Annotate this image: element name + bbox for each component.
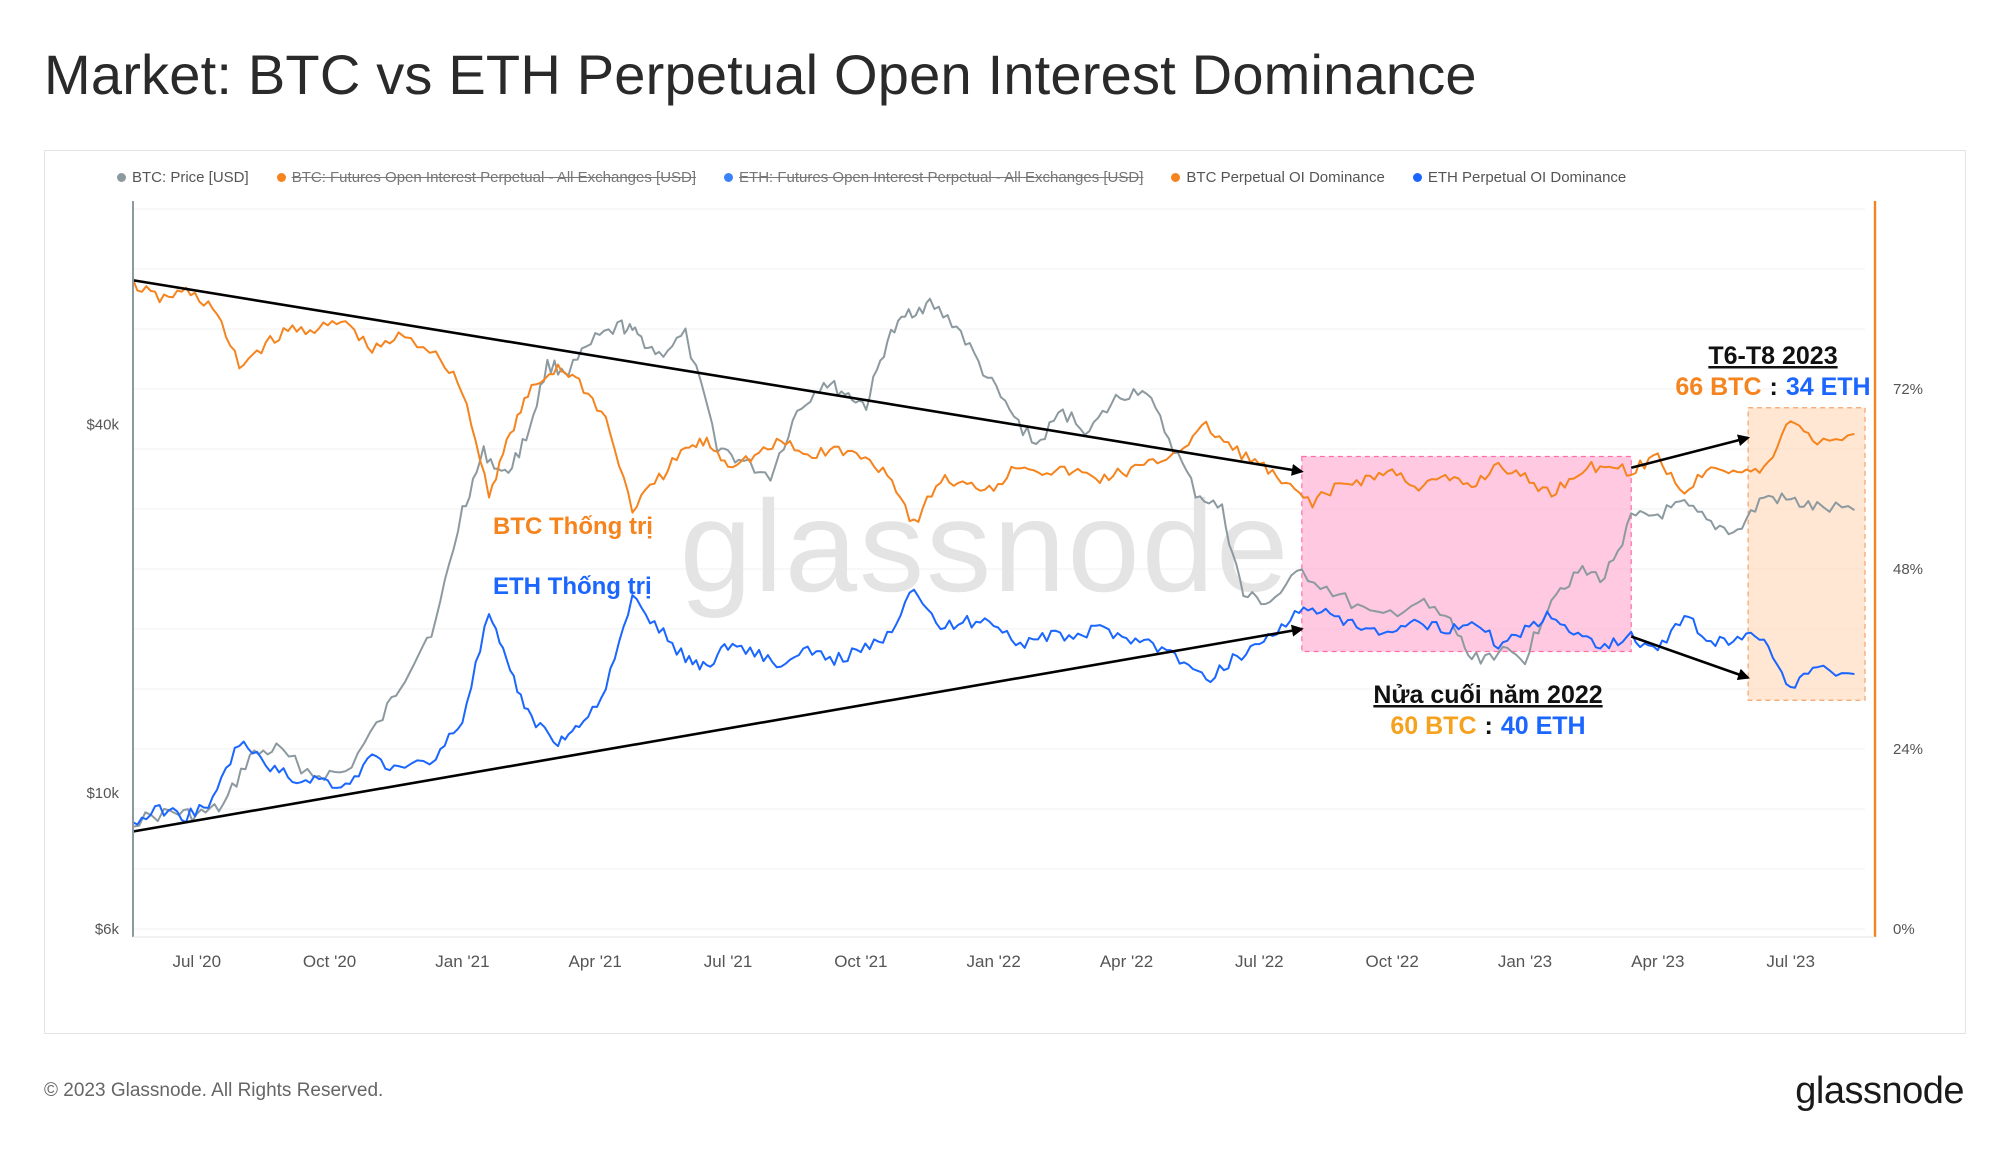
h2-2022-title: Nửa cuối năm 2022	[1373, 681, 1602, 709]
right-tick-label: 0%	[1893, 921, 1915, 938]
q3-2023-title: T6-T8 2023	[1708, 342, 1837, 370]
chart-legend: BTC: Price [USD] BTC: Futures Open Inter…	[117, 169, 1626, 186]
trend-arrow	[132, 624, 1304, 833]
eth-dominance-label: ETH Thống trị	[493, 573, 652, 600]
x-tick-label: Apr '21	[569, 952, 622, 971]
glassnode-logo[interactable]: glassnode	[1795, 1070, 1964, 1112]
btc-dominance-label: BTC Thống trị	[493, 513, 653, 540]
right-tick-label: 72%	[1893, 381, 1923, 398]
left-tick-label: $10k	[86, 785, 119, 802]
x-tick-label: Jul '23	[1766, 952, 1815, 971]
h2-btc-value: 60 BTC	[1390, 712, 1476, 740]
chart-panel: BTC: Price [USD] BTC: Futures Open Inter…	[44, 150, 1966, 1034]
series-line	[132, 588, 1855, 826]
x-tick-label: Jan '21	[435, 952, 489, 971]
h2-2022-ratio: 60 BTC:40 ETH	[1390, 712, 1585, 740]
series-line	[132, 297, 1855, 828]
legend-label: ETH: Futures Open Interest Perpetual - A…	[739, 169, 1144, 186]
legend-item-btc-dominance[interactable]: BTC Perpetual OI Dominance	[1171, 169, 1385, 186]
trend-arrow	[132, 278, 1304, 476]
legend-label: ETH Perpetual OI Dominance	[1427, 169, 1627, 186]
legend-item-eth-dominance[interactable]: ETH Perpetual OI Dominance	[1412, 169, 1627, 186]
series-line	[132, 279, 1855, 523]
x-tick-label: Jan '23	[1498, 952, 1552, 971]
h2-sep: :	[1485, 712, 1493, 740]
highlight-zones	[1301, 407, 1866, 701]
legend-dot-icon	[276, 173, 286, 182]
q3-btc-value: 66 BTC	[1675, 373, 1761, 401]
copyright: © 2023 Glassnode. All Rights Reserved.	[44, 1080, 384, 1101]
x-tick-label: Oct '21	[834, 952, 887, 971]
highlight-zone	[1747, 407, 1866, 701]
x-tick-label: Jul '20	[172, 952, 221, 971]
x-tick-label: Jul '22	[1235, 952, 1284, 971]
highlight-zone	[1301, 455, 1632, 653]
h2-eth-value: 40 ETH	[1501, 712, 1586, 740]
x-tick-label: Apr '23	[1631, 952, 1684, 971]
trend-arrow	[1630, 434, 1751, 470]
legend-dot-icon	[1412, 173, 1422, 182]
legend-dot-icon	[1171, 173, 1181, 182]
chart-plot: glassnode $6k $10k $40k 0% 24% 48% 72% Jul '20 O…	[86, 201, 1923, 971]
q3-2023-ratio: 66 BTC:34 ETH	[1675, 373, 1870, 401]
legend-item-btc-price[interactable]: BTC: Price [USD]	[117, 169, 249, 186]
series-lines	[132, 279, 1855, 828]
x-tick-label: Jul '21	[704, 952, 753, 971]
q3-eth-value: 34 ETH	[1786, 373, 1871, 401]
axes: $6k $10k $40k 0% 24% 48% 72% Jul '20 Oct '20 Jan …	[86, 201, 1923, 971]
page-title: Market: BTC vs ETH Perpetual Open Intere…	[44, 43, 1477, 106]
legend-label: BTC: Futures Open Interest Perpetual - A…	[291, 169, 697, 186]
x-tick-label: Oct '20	[303, 952, 356, 971]
left-tick-label: $6k	[95, 921, 120, 938]
grid-lines	[133, 208, 1865, 930]
x-tick-label: Jan '22	[967, 952, 1021, 971]
q3-sep: :	[1770, 373, 1778, 401]
trend-arrows	[132, 278, 1751, 833]
x-tick-label: Apr '22	[1100, 952, 1153, 971]
left-tick-label: $40k	[86, 417, 119, 434]
legend-dot-icon	[117, 173, 126, 182]
legend-dot-icon	[724, 173, 734, 182]
legend-label: BTC Perpetual OI Dominance	[1186, 169, 1385, 186]
watermark: glassnode	[680, 473, 1291, 619]
legend-item-btc-oi[interactable]: BTC: Futures Open Interest Perpetual - A…	[276, 169, 697, 186]
legend-label: BTC: Price [USD]	[132, 169, 249, 186]
right-tick-label: 48%	[1893, 561, 1923, 578]
trend-arrow	[1630, 635, 1751, 681]
right-tick-label: 24%	[1893, 741, 1923, 758]
legend-item-eth-oi[interactable]: ETH: Futures Open Interest Perpetual - A…	[724, 169, 1143, 186]
x-tick-label: Oct '22	[1365, 952, 1418, 971]
